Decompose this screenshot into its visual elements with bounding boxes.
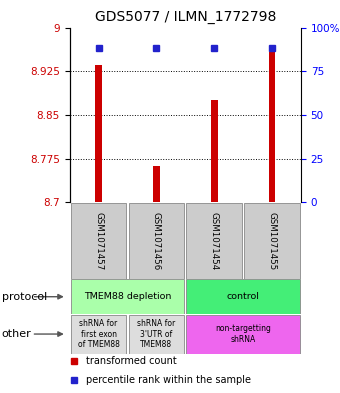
Bar <box>244 203 300 279</box>
Text: transformed count: transformed count <box>86 356 177 366</box>
Text: shRNA for
3'UTR of
TMEM88: shRNA for 3'UTR of TMEM88 <box>137 319 175 349</box>
Bar <box>71 314 126 354</box>
Text: GSM1071455: GSM1071455 <box>268 211 276 270</box>
Text: TMEM88 depletion: TMEM88 depletion <box>84 292 171 301</box>
Bar <box>129 203 184 279</box>
Title: GDS5077 / ILMN_1772798: GDS5077 / ILMN_1772798 <box>95 10 276 24</box>
Text: GSM1071456: GSM1071456 <box>152 211 161 270</box>
Bar <box>95 65 102 202</box>
Bar <box>129 314 184 354</box>
Text: GSM1071454: GSM1071454 <box>210 211 219 270</box>
Bar <box>186 203 242 279</box>
Bar <box>211 100 218 202</box>
Text: control: control <box>227 292 259 301</box>
Bar <box>71 203 126 279</box>
Text: other: other <box>2 329 31 339</box>
Bar <box>269 52 275 202</box>
Text: GSM1071457: GSM1071457 <box>94 211 103 270</box>
Bar <box>186 279 300 314</box>
Text: non-targetting
shRNA: non-targetting shRNA <box>215 324 271 344</box>
Text: percentile rank within the sample: percentile rank within the sample <box>86 375 251 385</box>
Bar <box>186 314 300 354</box>
Text: protocol: protocol <box>2 292 47 302</box>
Text: shRNA for
first exon
of TMEM88: shRNA for first exon of TMEM88 <box>78 319 120 349</box>
Bar <box>153 166 160 202</box>
Bar <box>71 279 184 314</box>
